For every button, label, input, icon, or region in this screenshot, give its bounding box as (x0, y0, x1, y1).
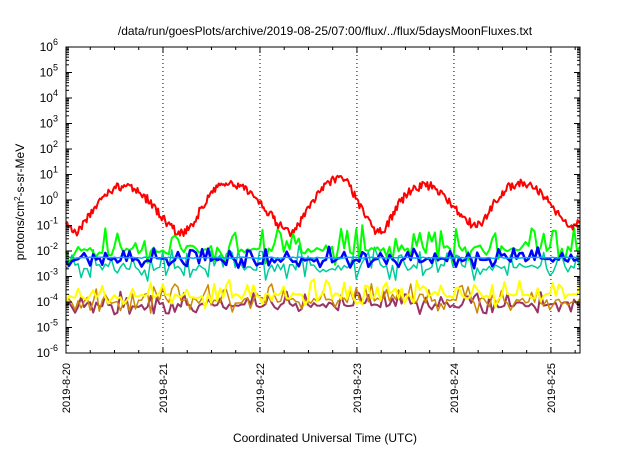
y-tick-label: 105 (40, 63, 58, 80)
x-tick-label: 2019-8-21 (158, 363, 170, 413)
series-line-1 (65, 224, 581, 266)
x-tick-label: 2019-8-23 (352, 363, 364, 413)
x-tick-label: 2019-8-25 (546, 363, 558, 413)
series-line-5 (65, 278, 581, 310)
x-tick-label: 2019-8-24 (449, 363, 461, 413)
y-tick-label: 10-3 (37, 267, 58, 284)
series-layer (64, 174, 581, 316)
series-line-2 (65, 245, 581, 282)
y-tick-label: 10-5 (37, 318, 58, 335)
y-tick-label: 101 (40, 165, 58, 182)
y-tick-label: 10-1 (37, 216, 58, 233)
y-axis-label: protons/cm2-s-sr-MeV (13, 144, 28, 260)
chart-title: /data/run/goesPlots/archive/2019-08-25/0… (118, 24, 533, 38)
y-tick-label: 100 (40, 190, 58, 207)
x-tick-label: 2019-8-20 (61, 363, 73, 413)
y-tick-label: 10-6 (37, 343, 58, 360)
x-tick-label: 2019-8-22 (255, 363, 267, 413)
x-axis-label: Coordinated Universal Time (UTC) (233, 431, 417, 445)
series-line-4 (65, 256, 581, 260)
y-tick-label: 102 (40, 139, 58, 156)
y-tick-label: 104 (40, 88, 58, 105)
y-tick-label: 10-4 (37, 292, 58, 309)
y-tick-label: 10-2 (37, 241, 58, 258)
y-axis-label-text: protons/cm2-s-sr-MeV (13, 144, 28, 260)
axes: 10-6 10-5 10-4 10-3 10-2 10-1 100 101 102 103 104 1… (37, 37, 581, 413)
series-line-0 (65, 174, 581, 238)
y-tick-label: 106 (40, 37, 58, 54)
y-tick-label: 103 (40, 114, 58, 131)
